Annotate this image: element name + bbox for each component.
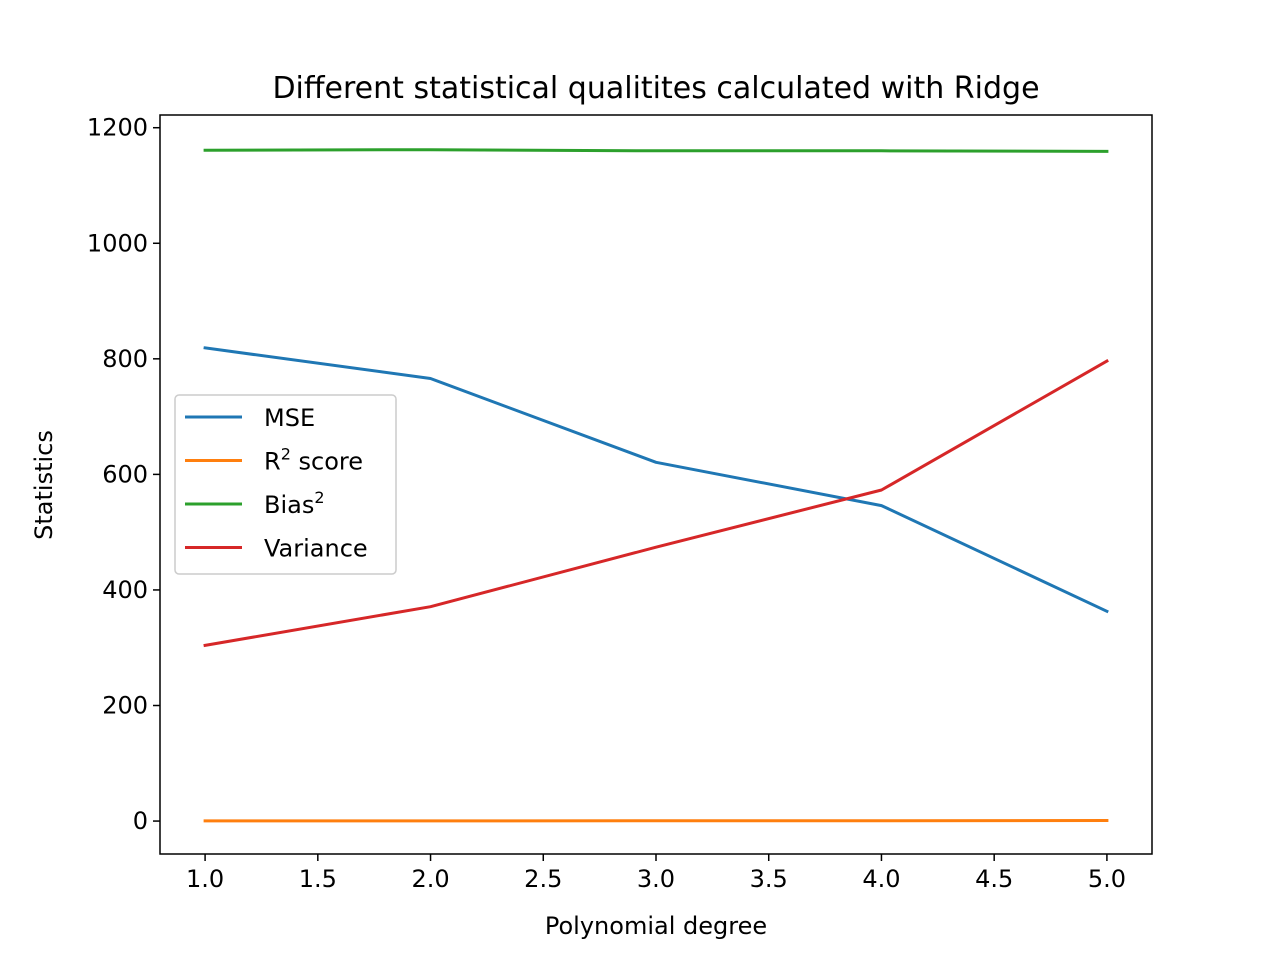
legend-label: Variance [264,535,368,563]
x-tick-label: 2.0 [411,865,449,893]
legend-entry: Variance [185,535,368,563]
y-axis-label: Statistics [30,430,58,540]
x-tick-label: 5.0 [1088,865,1126,893]
y-tick-label: 200 [102,692,148,720]
x-tick-label: 4.0 [862,865,900,893]
legend-entry: MSE [185,404,315,432]
legend-entry: Bias2 [185,488,325,519]
legend-label: R2 score [264,445,363,476]
y-tick-label: 400 [102,576,148,604]
series-line-variance [203,359,1109,648]
plot-frame [159,114,1153,855]
legend: MSE R2 score Bias2 Variance [174,394,397,575]
x-tick-label: 3.5 [750,865,788,893]
y-tick-label: 600 [102,460,148,488]
x-axis-label: Polynomial degree [545,912,767,940]
x-tick-label: 4.5 [975,865,1013,893]
x-tick-label: 3.0 [637,865,675,893]
x-tick-label: 2.5 [524,865,562,893]
x-tick-label: 1.0 [186,865,224,893]
legend-label: MSE [264,404,315,432]
legend-entry: R2 score [185,445,363,476]
legend-label: Bias2 [264,488,325,519]
y-tick-label: 1000 [87,229,148,257]
y-tick-label: 800 [102,345,148,373]
series-line-bias [203,148,1109,153]
axis-ticks: 1.0 1.5 2.0 2.5 3.0 3.5 4.0 4.5 5.0 0 200 400 600 800… [87,114,1126,893]
y-tick-label: 1200 [87,114,148,142]
y-tick-label: 0 [133,807,148,835]
series-line-mse [203,346,1109,614]
x-tick-label: 1.5 [299,865,337,893]
series-lines [203,148,1109,823]
legend-box [174,394,397,575]
chart-title: Different statistical qualitites calcula… [272,71,1039,106]
